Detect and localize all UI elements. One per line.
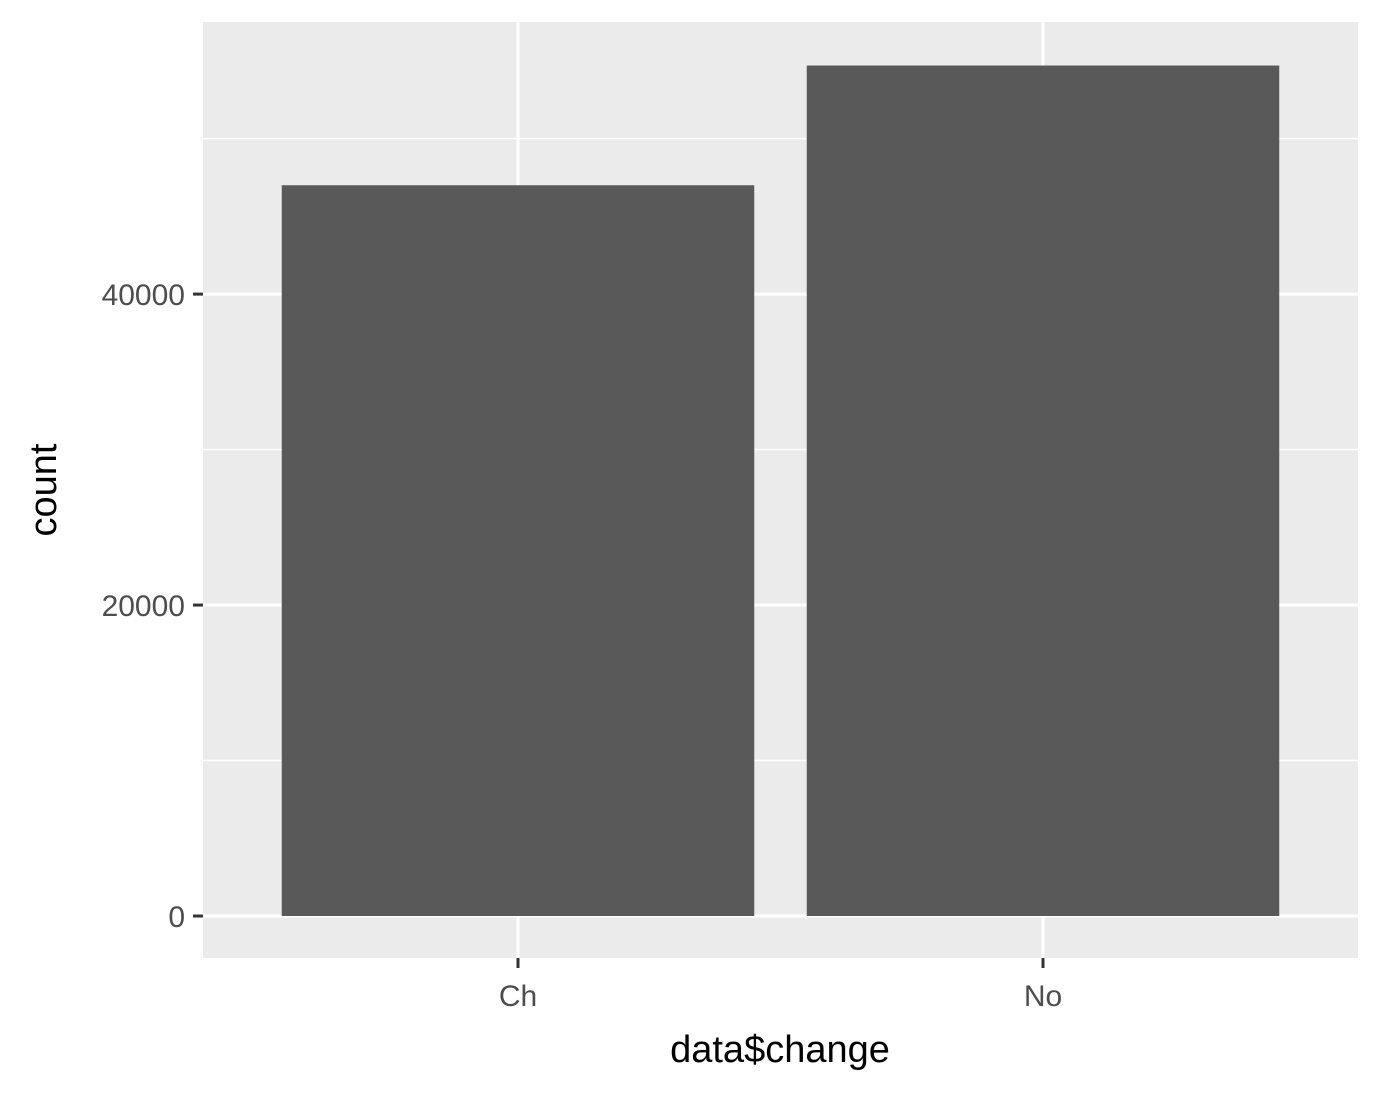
y-tick-label: 20000 [102,590,185,623]
x-axis: Ch No [499,958,1062,1013]
y-axis: 0 20000 40000 [102,279,203,934]
x-axis-title: data$change [670,1029,890,1071]
y-axis-title: count [23,443,65,536]
y-tick-label: 0 [168,901,185,934]
x-tick-label: Ch [499,980,537,1013]
bar-no [806,65,1280,917]
bar-ch [281,185,755,917]
y-tick-label: 40000 [102,279,185,312]
bars-group [281,65,1280,917]
x-tick-label: No [1024,980,1062,1013]
